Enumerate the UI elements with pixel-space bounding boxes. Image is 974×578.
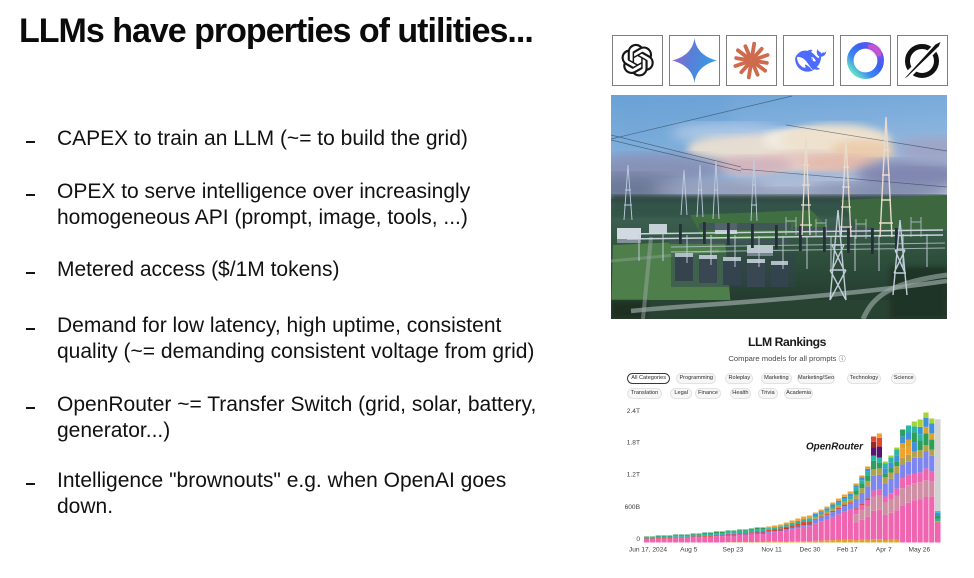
svg-text:0: 0 <box>636 536 640 543</box>
svg-text:Nov 11: Nov 11 <box>761 547 782 554</box>
svg-text:Aug 5: Aug 5 <box>680 547 698 554</box>
svg-text:May 26: May 26 <box>908 547 930 554</box>
svg-text:1.2T: 1.2T <box>627 472 640 479</box>
svg-text:Dec 30: Dec 30 <box>800 547 821 554</box>
svg-text:Jun 17, 2024: Jun 17, 2024 <box>629 547 667 554</box>
svg-text:1.8T: 1.8T <box>627 440 640 447</box>
svg-text:Sep 23: Sep 23 <box>723 547 744 554</box>
svg-text:2.4T: 2.4T <box>627 408 640 415</box>
svg-text:Apr 7: Apr 7 <box>876 547 892 554</box>
svg-text:Feb 17: Feb 17 <box>837 547 858 554</box>
svg-text:600B: 600B <box>625 504 641 511</box>
svg-text:OpenRouter: OpenRouter <box>806 442 864 453</box>
